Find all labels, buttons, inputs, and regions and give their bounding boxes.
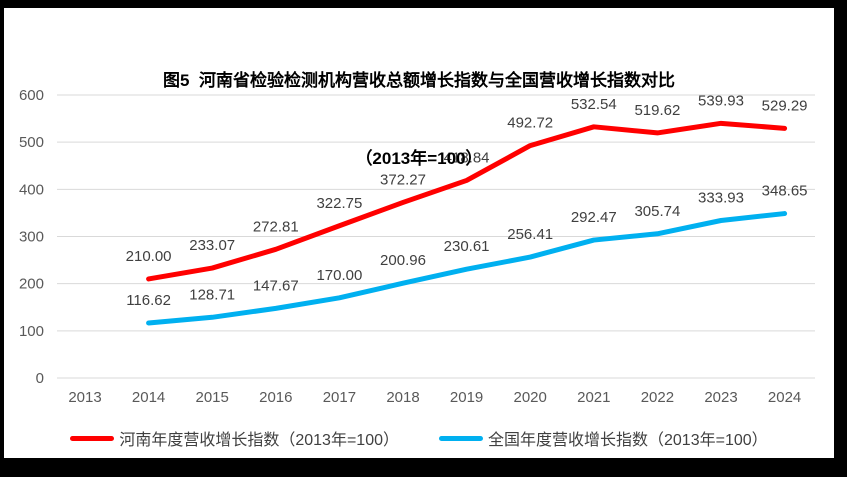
x-axis-tick-label: 2023	[704, 389, 737, 406]
x-axis-tick-label: 2021	[577, 389, 610, 406]
chart-title: 图5 河南省检验检测机构营收总额增长指数与全国营收增长指数对比 （2013年=1…	[4, 16, 834, 224]
x-axis-tick-label: 2016	[259, 389, 292, 406]
legend-label-national: 全国年度营收增长指数（2013年=100）	[488, 432, 768, 449]
data-label: 532.54	[571, 96, 617, 113]
y-axis-tick-label: 600	[19, 87, 44, 104]
data-label: 372.27	[380, 171, 426, 188]
y-axis-tick-label: 500	[19, 134, 44, 151]
legend-label-henan: 河南年度营收增长指数（2013年=100）	[119, 432, 399, 449]
x-axis-tick-label: 2020	[514, 389, 547, 406]
y-axis-tick-label: 0	[36, 370, 44, 387]
plot-area: 0 100 200 300 400 500 600 2013 2014 2015 2016 2017 2…	[19, 87, 815, 406]
data-label: 305.74	[634, 203, 680, 220]
y-axis-tick-label: 400	[19, 181, 44, 198]
x-axis-tick-label: 2019	[450, 389, 483, 406]
legend-item-national: 全国年度营收增长指数（2013年=100）	[439, 426, 768, 450]
data-label: 256.41	[507, 226, 553, 243]
x-axis-tick-label: 2022	[641, 389, 674, 406]
data-label: 170.00	[316, 267, 362, 284]
data-label: 519.62	[634, 102, 680, 119]
x-axis-tick-label: 2014	[132, 389, 165, 406]
y-axis-tick-label: 100	[19, 323, 44, 340]
x-axis-tick-label: 2013	[68, 389, 101, 406]
data-label: 200.96	[380, 252, 426, 269]
y-axis-tick-label: 200	[19, 276, 44, 293]
data-label: 418.84	[444, 149, 490, 166]
data-label: 272.81	[253, 218, 299, 235]
data-label: 116.62	[126, 292, 171, 309]
data-label: 230.61	[444, 238, 490, 255]
chart-title-line2: （2013年=100）	[355, 149, 483, 168]
data-label: 348.65	[762, 183, 808, 200]
legend: 河南年度营收增长指数（2013年=100） 全国年度营收增长指数（2013年=1…	[4, 426, 834, 450]
x-axis-tick-label: 2018	[386, 389, 419, 406]
legend-item-henan: 河南年度营收增长指数（2013年=100）	[70, 426, 399, 450]
series-line-national	[146, 211, 788, 326]
data-label: 492.72	[507, 115, 553, 132]
y-axis-tick-label: 300	[19, 229, 44, 246]
data-label: 128.71	[189, 286, 235, 303]
data-label: 539.93	[698, 92, 744, 109]
data-label: 233.07	[189, 237, 235, 254]
chart-title-line1: 图5 河南省检验检测机构营收总额增长指数与全国营收增长指数对比	[163, 71, 675, 90]
data-label: 529.29	[762, 97, 808, 114]
legend-swatch-henan-line	[70, 435, 115, 441]
data-label: 333.93	[698, 189, 744, 206]
x-axis-tick-label: 2024	[768, 389, 801, 406]
series-line-henan	[146, 120, 788, 282]
data-label: 147.67	[253, 277, 299, 294]
data-label: 210.00	[126, 248, 172, 265]
data-label: 322.75	[316, 195, 362, 212]
data-label: 292.47	[571, 209, 617, 226]
x-axis-tick-label: 2017	[323, 389, 356, 406]
x-axis-tick-label: 2015	[196, 389, 229, 406]
legend-swatch-national-line	[439, 435, 483, 441]
